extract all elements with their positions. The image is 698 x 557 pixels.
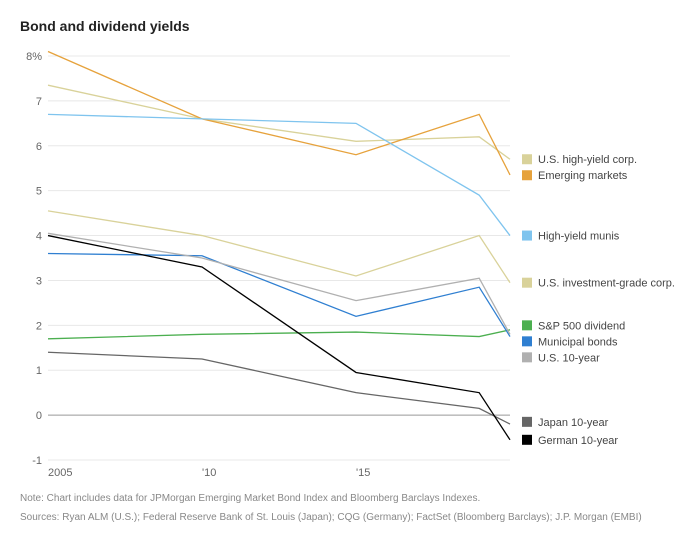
series-emerging [48,52,510,175]
y-tick-label: 1 [36,365,42,377]
y-tick-label: 8% [26,51,42,63]
legend-swatch-japan_10y [522,417,532,427]
legend-label-us_10y: U.S. 10-year [538,352,600,364]
legend-swatch-us_10y [522,352,532,362]
y-tick-label: 0 [36,410,42,422]
chart-title: Bond and dividend yields [20,18,678,34]
chart-note-1: Note: Chart includes data for JPMorgan E… [20,492,678,505]
series-muni_bonds [48,254,510,337]
chart-svg: -1 0 1 2 3 4 5 6 7 8% 2005 '10 '15 U.S. high-yield co… [20,46,678,486]
series-german_10y [48,236,510,440]
legend-swatch-us_ig_corp [522,278,532,288]
x-tick-label: '15 [356,467,370,479]
chart-note-2: Sources: Ryan ALM (U.S.); Federal Reserv… [20,511,678,524]
y-tick-label: 2 [36,320,42,332]
series-japan_10y [48,352,510,424]
series-us_ig_corp [48,211,510,283]
legend-label-us_hy_corp: U.S. high-yield corp. [538,154,637,166]
legend-swatch-hy_munis [522,231,532,241]
legend-label-us_ig_corp: U.S. investment-grade corp. [538,278,675,290]
y-tick-label: -1 [32,455,42,467]
y-tick-label: 5 [36,186,42,198]
legend-label-sp500_div: S&P 500 dividend [538,320,625,332]
y-tick-label: 7 [36,96,42,108]
legend-label-german_10y: German 10-year [538,435,618,447]
y-tick-label: 3 [36,275,42,287]
legend-swatch-us_hy_corp [522,154,532,164]
legend-swatch-muni_bonds [522,336,532,346]
legend-label-emerging: Emerging markets [538,170,628,182]
y-tick-label: 6 [36,141,42,153]
legend-label-muni_bonds: Municipal bonds [538,336,618,348]
series-sp500_div [48,330,510,339]
chart-plot: -1 0 1 2 3 4 5 6 7 8% 2005 '10 '15 U.S. high-yield co… [20,46,678,486]
legend-label-hy_munis: High-yield munis [538,231,620,243]
x-tick-label: 2005 [48,467,72,479]
chart-container: Bond and dividend yields -1 0 1 2 3 4 5 6 7 8% 200… [0,0,698,557]
x-tick-label: '10 [202,467,216,479]
legend-swatch-german_10y [522,435,532,445]
legend-swatch-emerging [522,170,532,180]
y-tick-label: 4 [36,231,42,243]
legend-swatch-sp500_div [522,320,532,330]
series-us_hy_corp [48,85,510,159]
legend-label-japan_10y: Japan 10-year [538,417,609,429]
series-hy_munis [48,114,510,235]
